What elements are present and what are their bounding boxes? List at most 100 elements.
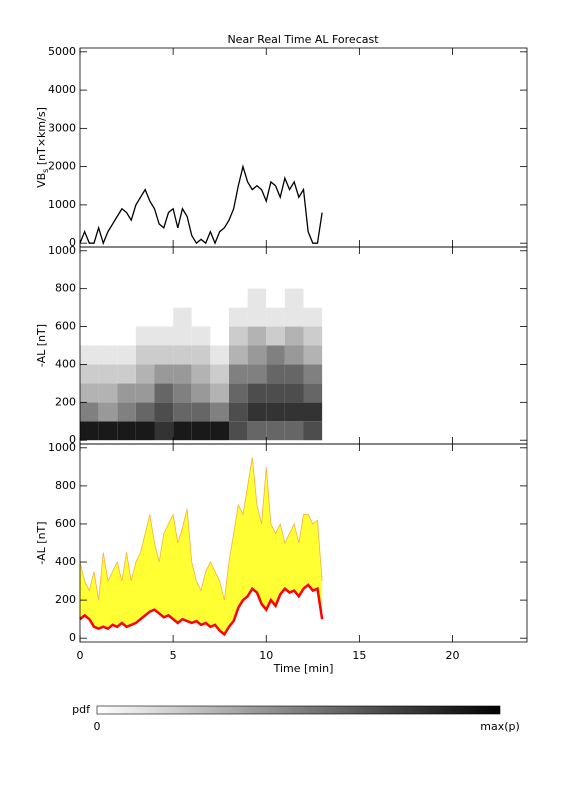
- heat-cell: [154, 288, 174, 308]
- heat-cell: [229, 421, 248, 441]
- heat-cell: [135, 383, 155, 403]
- heat-cell: [303, 402, 323, 422]
- heat-cell: [210, 402, 229, 422]
- heat-cell: [210, 326, 229, 346]
- heat-cell: [154, 307, 174, 327]
- y-tick-label: 1000: [48, 244, 76, 257]
- panel-frame: [79, 47, 528, 248]
- heat-cell: [98, 345, 118, 365]
- heat-cell: [154, 345, 174, 365]
- y-tick-label: 800: [55, 282, 76, 295]
- heat-cell: [135, 345, 155, 365]
- heat-cell: [173, 364, 192, 384]
- heat-cell: [135, 288, 155, 308]
- heat-cell: [154, 383, 174, 403]
- y-tick-label: 0: [69, 631, 76, 644]
- colorbar: [96, 705, 501, 715]
- heat-cell: [154, 421, 174, 441]
- heat-cell: [135, 421, 155, 441]
- heat-cell: [247, 345, 267, 365]
- heat-cell: [229, 288, 248, 308]
- heat-cell: [229, 402, 248, 422]
- y-tick-label: 1000: [48, 198, 76, 211]
- heat-cell: [266, 288, 285, 308]
- x-tick-label: 20: [446, 649, 460, 662]
- heat-cell: [210, 383, 229, 403]
- heat-cell: [247, 383, 267, 403]
- colorbar-label: pdf: [72, 703, 91, 716]
- heat-cell: [229, 326, 248, 346]
- heat-cell: [284, 326, 304, 346]
- heat-cell: [229, 383, 248, 403]
- heat-cell: [80, 402, 99, 422]
- heat-cell: [191, 326, 211, 346]
- heat-cell: [191, 421, 211, 441]
- y-tick-label: 200: [55, 395, 76, 408]
- heat-cell: [80, 288, 99, 308]
- heat-cell: [229, 307, 248, 327]
- heat-cell: [284, 364, 304, 384]
- heat-cell: [284, 383, 304, 403]
- colorbar-min: 0: [94, 720, 101, 733]
- heat-cell: [135, 307, 155, 327]
- heat-cell: [229, 364, 248, 384]
- median-line: [79, 583, 324, 637]
- heat-cell: [173, 288, 192, 308]
- x-tick-label: 15: [352, 649, 366, 662]
- heat-cell: [247, 326, 267, 346]
- heat-cell: [303, 364, 323, 384]
- y-tick-label: 200: [55, 593, 76, 606]
- heat-cell: [117, 364, 136, 384]
- heat-cell: [284, 345, 304, 365]
- heat-cell: [80, 307, 99, 327]
- heat-cell: [266, 421, 285, 441]
- heat-cell: [98, 326, 118, 346]
- y-axis-label: -AL [nT]: [35, 521, 48, 564]
- heat-cell: [266, 345, 285, 365]
- heat-cell: [210, 364, 229, 384]
- heat-cell: [117, 326, 136, 346]
- heat-cell: [247, 421, 267, 441]
- heat-cell: [247, 402, 267, 422]
- y-tick-label: 400: [55, 555, 76, 568]
- heat-cell: [173, 307, 192, 327]
- y-tick-label: 0: [69, 236, 76, 249]
- heat-cell: [117, 402, 136, 422]
- heat-cell: [191, 288, 211, 308]
- heat-cell: [210, 345, 229, 365]
- x-axis-label: Time [min]: [273, 662, 334, 675]
- heat-cell: [266, 402, 285, 422]
- heat-cell: [303, 326, 323, 346]
- heat-cell: [303, 307, 323, 327]
- heat-cell: [173, 326, 192, 346]
- x-tick-label: 0: [77, 649, 84, 662]
- y-tick-label: 5000: [48, 45, 76, 58]
- ensemble-edge: [79, 457, 323, 601]
- heat-cell: [173, 345, 192, 365]
- heat-cell: [284, 288, 304, 308]
- heat-cell: [117, 345, 136, 365]
- heat-cell: [210, 307, 229, 327]
- heat-cell: [117, 288, 136, 308]
- heat-cell: [80, 345, 99, 365]
- heat-cell: [154, 326, 174, 346]
- heat-cell: [191, 345, 211, 365]
- heat-cell: [191, 364, 211, 384]
- heat-cell: [210, 421, 229, 441]
- heat-cell: [173, 421, 192, 441]
- heat-cell: [117, 421, 136, 441]
- heat-cell: [266, 326, 285, 346]
- heat-cell: [80, 364, 99, 384]
- heat-cell: [135, 402, 155, 422]
- chart-title: Near Real Time AL Forecast: [227, 33, 379, 46]
- heat-cell: [135, 326, 155, 346]
- y-axis-label: VBs [nT×km/s]: [35, 107, 50, 188]
- y-tick-label: 3000: [48, 121, 76, 134]
- heat-cell: [173, 402, 192, 422]
- data-line: [79, 164, 323, 246]
- heat-cell: [210, 288, 229, 308]
- heat-cell: [247, 364, 267, 384]
- heat-cell: [303, 383, 323, 403]
- heat-cell: [191, 402, 211, 422]
- heat-cell: [154, 364, 174, 384]
